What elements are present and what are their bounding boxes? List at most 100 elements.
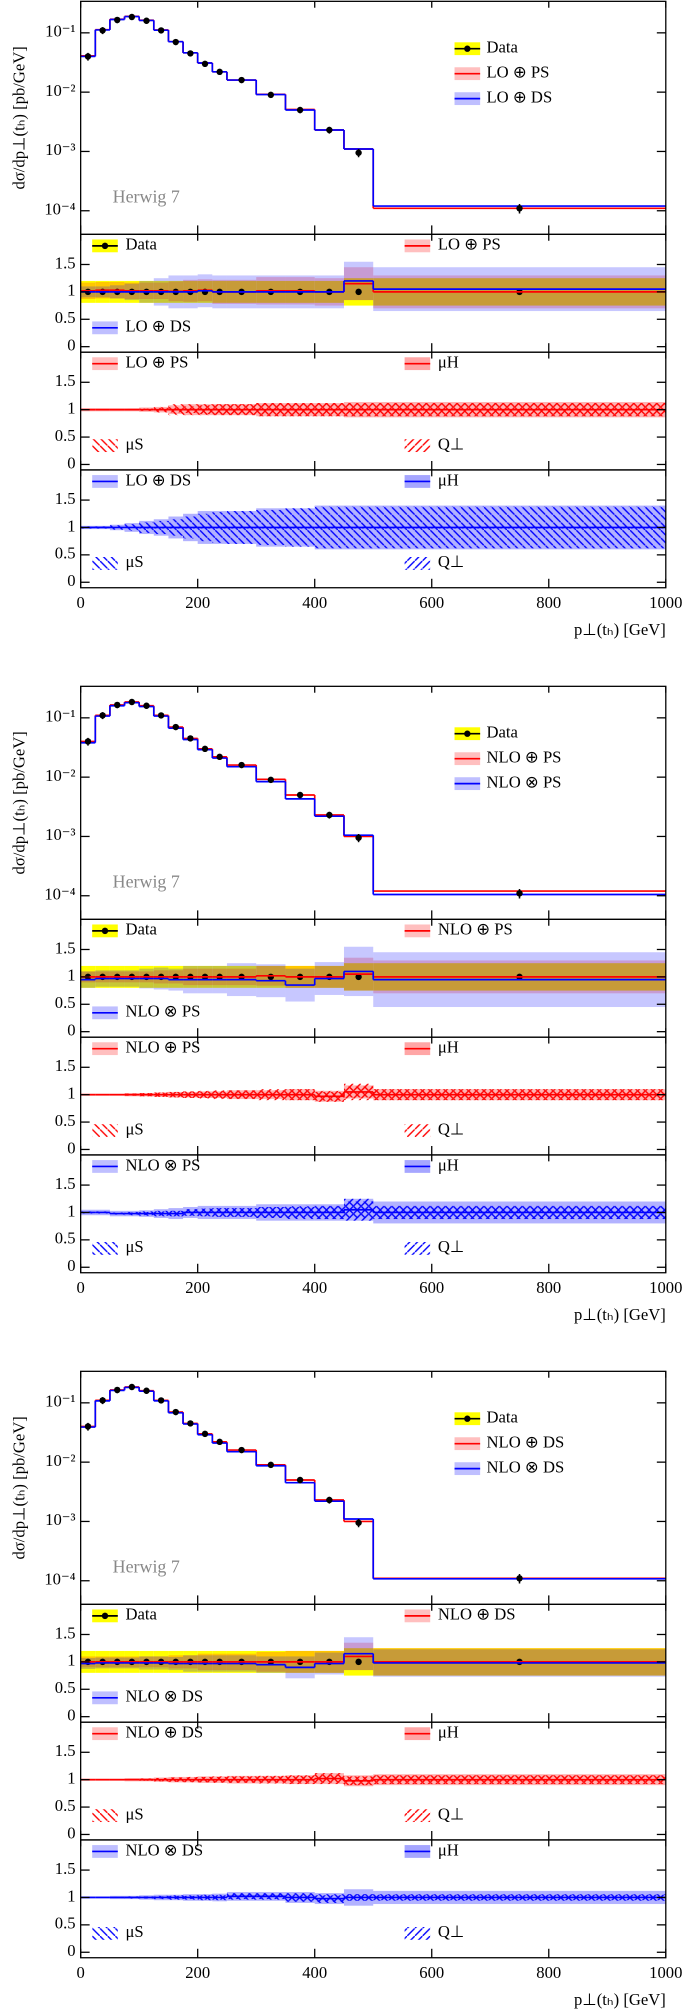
y-tick-label: 10⁻³: [45, 825, 75, 844]
x-tick-label: 400: [302, 593, 327, 612]
y-tick-label: 1: [67, 281, 75, 300]
y-tick-label: 10⁻⁴: [44, 200, 75, 219]
legend-marker: [101, 927, 109, 935]
legend-swatch: [92, 557, 118, 570]
y-tick-label: 10⁻³: [45, 1510, 75, 1529]
y-tick-label: 10⁻¹: [45, 22, 75, 41]
data-point: [114, 701, 121, 709]
data-point: [84, 738, 92, 745]
y-tick-label: 1.5: [55, 1741, 76, 1760]
data-point: [516, 205, 523, 212]
data-point: [99, 712, 106, 719]
y-tick-label: 10⁻⁴: [44, 1570, 75, 1589]
legend-label: μS: [125, 1922, 143, 1941]
data-point: [99, 1397, 106, 1404]
legend-label: Data: [487, 723, 519, 742]
legend-label: NLO ⊕ PS: [125, 1037, 200, 1056]
y-tick-label: 1.5: [55, 1623, 76, 1642]
panel-plot: [80, 1083, 666, 1102]
data-point: [326, 1496, 333, 1504]
x-tick-label: 800: [536, 593, 561, 612]
y-tick-label: 0: [67, 1941, 75, 1960]
y-tick-label: 0: [67, 1138, 75, 1157]
legend-swatch: [92, 1809, 118, 1823]
legend-label: Data: [125, 235, 157, 254]
y-tick-label: 1.5: [55, 489, 76, 508]
data-point: [172, 38, 179, 46]
y-tick-label: 1: [67, 1201, 75, 1220]
panel-plot: [80, 261, 666, 312]
x-tick-label: 1000: [649, 1963, 682, 1982]
legend-marker: [464, 730, 471, 737]
data-point: [238, 76, 245, 84]
data-point: [187, 50, 194, 57]
y-tick-label: 0.5: [55, 1678, 76, 1697]
data-point: [326, 811, 333, 819]
data-point: [157, 1397, 165, 1404]
y-tick-label: 10⁻¹: [45, 1392, 75, 1411]
x-tick-label: 0: [77, 593, 85, 612]
data-point: [157, 27, 165, 34]
data-point: [355, 834, 362, 841]
legend-label: Q⊥: [438, 1804, 465, 1823]
x-tick-label: 800: [536, 1278, 561, 1297]
panel-plot: [80, 1383, 666, 1584]
x-tick-label: 200: [185, 1278, 210, 1297]
legend-swatch: [404, 1809, 431, 1823]
y-tick-label: 0: [67, 335, 75, 354]
data-point: [355, 288, 362, 296]
legend-swatch: [404, 1927, 431, 1940]
annotation: Herwig 7: [113, 1557, 180, 1577]
panel-plot: [80, 13, 666, 214]
data-point: [516, 1575, 523, 1582]
legend-marker: [101, 242, 109, 250]
legend-label: Data: [125, 920, 157, 939]
y-tick-label: 1.5: [55, 1056, 76, 1075]
y-tick-label: 10⁻³: [45, 140, 75, 159]
data-point: [114, 16, 121, 24]
y-tick-label: 0.5: [55, 993, 76, 1012]
data-point: [201, 745, 209, 753]
legend-marker: [101, 1612, 109, 1620]
legend-swatch: [404, 1124, 431, 1138]
data-point: [355, 1658, 362, 1666]
legend-label: LO ⊕ PS: [487, 62, 550, 81]
y-tick-label: 1: [67, 516, 75, 535]
legend-label: Q⊥: [438, 434, 465, 453]
data-point: [128, 698, 136, 706]
data-point: [172, 1408, 179, 1416]
data-point: [128, 13, 136, 21]
legend-label: LO ⊕ DS: [125, 470, 191, 489]
data-point: [187, 1420, 194, 1427]
data-point: [216, 1438, 223, 1446]
y-tick-label: 1.5: [55, 253, 76, 272]
legend-label: Q⊥: [438, 552, 465, 571]
panel-plot: [80, 1773, 666, 1787]
y-tick-label: 0: [67, 1823, 75, 1842]
y-tick-label: 0.5: [55, 1796, 76, 1815]
y-tick-label: 1: [67, 1768, 75, 1787]
x-tick-label: 200: [185, 593, 210, 612]
y-tick-label: 1.5: [55, 1174, 76, 1193]
x-tick-label: 0: [77, 1278, 85, 1297]
legend-label: NLO ⊗ PS: [487, 772, 562, 791]
data-point: [84, 1423, 92, 1430]
data-point: [516, 890, 523, 897]
data-point: [296, 791, 304, 799]
data-point: [238, 761, 245, 769]
legend-swatch: [92, 1927, 118, 1940]
y-axis-label: dσ/dp⊥(tₕ) [pb/GeV]: [9, 1416, 28, 1559]
y-tick-label: 0.5: [55, 308, 76, 327]
data-point: [355, 149, 362, 156]
data-point: [157, 712, 165, 719]
legend-label: NLO ⊗ DS: [125, 1687, 203, 1706]
legend-label: μH: [438, 1722, 459, 1741]
legend-label: NLO ⊗ DS: [487, 1457, 565, 1476]
panel-plot: [80, 1889, 666, 1906]
legend-marker: [464, 45, 471, 52]
panel-plot: [80, 1198, 666, 1224]
y-tick-label: 0.5: [55, 1111, 76, 1130]
panel-plot: [80, 505, 666, 550]
